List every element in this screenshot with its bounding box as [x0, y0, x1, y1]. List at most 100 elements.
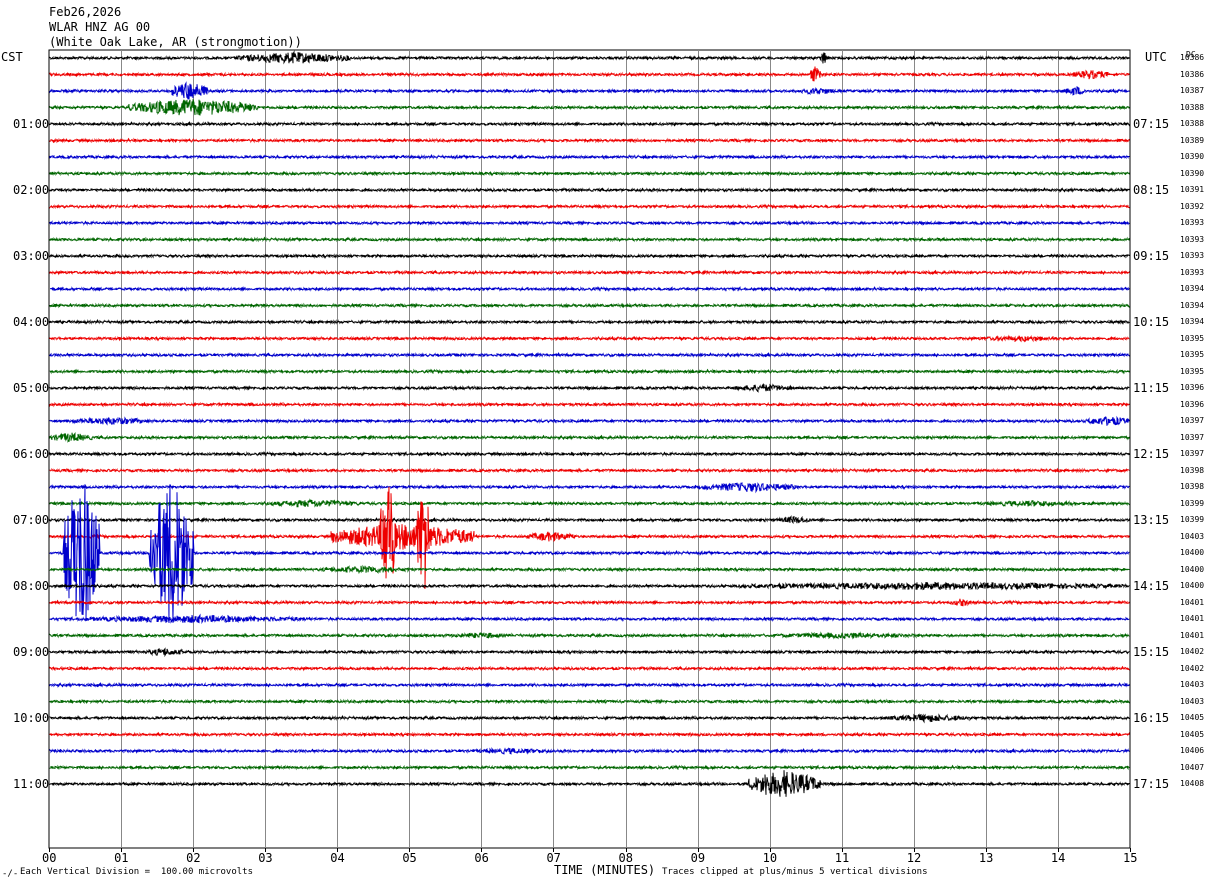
dc-offset-label: 10401 — [1180, 597, 1205, 607]
hour-label-left: 02:00 — [13, 183, 50, 197]
hour-label-right: 12:15 — [1133, 447, 1170, 461]
dc-offset-label: 10392 — [1180, 201, 1205, 211]
hour-label-right: 09:15 — [1133, 249, 1170, 263]
dc-offset-label: 10397 — [1180, 416, 1205, 425]
dc-offset-label: 10401 — [1180, 614, 1205, 623]
hour-label-left: 10:00 — [13, 711, 50, 725]
x-tick-label: 11 — [834, 851, 850, 865]
trace-line-blue — [49, 681, 1130, 689]
trace-line-black — [49, 382, 1130, 393]
trace-line-black — [49, 713, 1130, 724]
x-tick-label: 14 — [1050, 851, 1066, 865]
footer-left-mark: -/- — [2, 869, 19, 879]
trace-line-blue — [49, 482, 1130, 494]
trace-line-green — [49, 764, 1130, 771]
hour-label-right: 15:15 — [1133, 645, 1170, 659]
trace-line-black — [49, 252, 1130, 260]
x-tick-label: 06 — [474, 851, 489, 865]
trace-line-red — [49, 486, 1130, 589]
dc-offset-label: 10397 — [1180, 449, 1205, 458]
trace-line-red — [49, 401, 1130, 408]
hour-label-left: 08:00 — [13, 579, 50, 593]
trace-line-green — [49, 99, 1130, 116]
dc-offset-label: 10399 — [1180, 515, 1205, 524]
dc-offset-label: 10397 — [1180, 432, 1205, 442]
x-tick-label: 07 — [546, 851, 561, 865]
trace-line-blue — [49, 285, 1130, 293]
hour-label-left: 06:00 — [13, 447, 50, 461]
trace-line-green — [49, 698, 1130, 705]
dc-offset-label: 10405 — [1180, 713, 1205, 722]
dc-offset-label: 10388 — [1180, 102, 1205, 112]
dc-offset-label: 10402 — [1180, 647, 1205, 656]
trace-line-green — [49, 368, 1130, 375]
trace-line-black — [49, 120, 1130, 128]
dc-offset-label: 10395 — [1180, 366, 1205, 376]
dc-offset-label: 10400 — [1180, 548, 1205, 557]
dc-offset-label: 10394 — [1180, 317, 1205, 326]
hour-label-right: 17:15 — [1133, 777, 1170, 791]
hour-label-left: 05:00 — [13, 381, 50, 395]
x-tick-label: 15 — [1123, 851, 1138, 865]
trace-line-red — [49, 467, 1130, 474]
plot-frame — [48, 49, 1131, 849]
dc-offset-label: 10386 — [1180, 69, 1205, 79]
trace-line-red — [49, 66, 1130, 82]
hour-label-right: 16:15 — [1133, 711, 1170, 725]
hour-label-right: 11:15 — [1133, 381, 1170, 395]
x-tick-label: 02 — [186, 851, 201, 865]
trace-line-red — [49, 334, 1130, 343]
dc-offset-label: 10387 — [1180, 86, 1205, 95]
dc-offset-label: 10400 — [1180, 581, 1205, 590]
trace-line-green — [49, 631, 1130, 640]
trace-line-green — [49, 236, 1130, 243]
x-tick-label: 13 — [978, 851, 994, 865]
footer-scale-note: Each Vertical Division = 100.00 microvol… — [20, 867, 253, 877]
hour-label-right: 13:15 — [1133, 513, 1170, 527]
hour-label-left: 07:00 — [13, 513, 50, 527]
right-timezone-label: UTC — [1145, 50, 1167, 64]
dc-offset-label: 10402 — [1180, 663, 1205, 673]
hour-label-left: 09:00 — [13, 645, 50, 659]
hour-label-right: 14:15 — [1133, 579, 1170, 593]
dc-offset-label: 10393 — [1180, 251, 1205, 260]
x-tick-label: 04 — [330, 851, 345, 865]
dc-offset-label: 10393 — [1180, 218, 1205, 227]
dc-offset-label: 10396 — [1180, 383, 1205, 392]
dc-offset-label: 10393 — [1180, 267, 1205, 277]
footer-clip-note: Traces clipped at plus/minus 5 vertical … — [662, 867, 928, 877]
trace-line-black — [49, 647, 1130, 658]
x-tick-label: 12 — [906, 851, 922, 865]
trace-line-green — [49, 302, 1130, 309]
trace-line-black — [49, 318, 1130, 326]
hour-label-left: 11:00 — [13, 777, 50, 791]
x-tick-label: 05 — [402, 851, 417, 865]
hour-label-right: 07:15 — [1133, 117, 1170, 131]
trace-line-blue — [49, 747, 1130, 755]
trace-line-blue — [49, 351, 1130, 359]
dc-offset-label: 10391 — [1180, 185, 1205, 194]
trace-line-black — [49, 515, 1130, 525]
trace-line-red — [49, 269, 1130, 276]
trace-line-black — [49, 50, 1130, 65]
dc-offset-label: 10390 — [1180, 152, 1205, 161]
trace-line-black — [49, 186, 1130, 194]
dc-offset-label: 10388 — [1180, 119, 1205, 128]
hour-label-left: 03:00 — [13, 249, 50, 263]
trace-line-blue — [49, 153, 1130, 161]
trace-line-blue — [49, 415, 1130, 426]
trace-line-red — [49, 137, 1130, 144]
dc-offset-label: 10394 — [1180, 284, 1205, 293]
dc-header-label: DC — [1186, 50, 1196, 59]
x-axis-title: TIME (MINUTES) — [554, 863, 656, 877]
trace-line-red — [49, 665, 1130, 672]
trace-line-black — [49, 581, 1130, 591]
trace-line-black — [49, 450, 1130, 458]
dc-offset-label: 10400 — [1180, 564, 1205, 574]
dc-offset-label: 10393 — [1180, 234, 1205, 244]
x-tick-label: 09 — [690, 851, 706, 865]
trace-line-blue — [49, 219, 1130, 227]
trace-line-blue — [49, 613, 1130, 625]
dc-offset-label: 10408 — [1180, 779, 1205, 788]
